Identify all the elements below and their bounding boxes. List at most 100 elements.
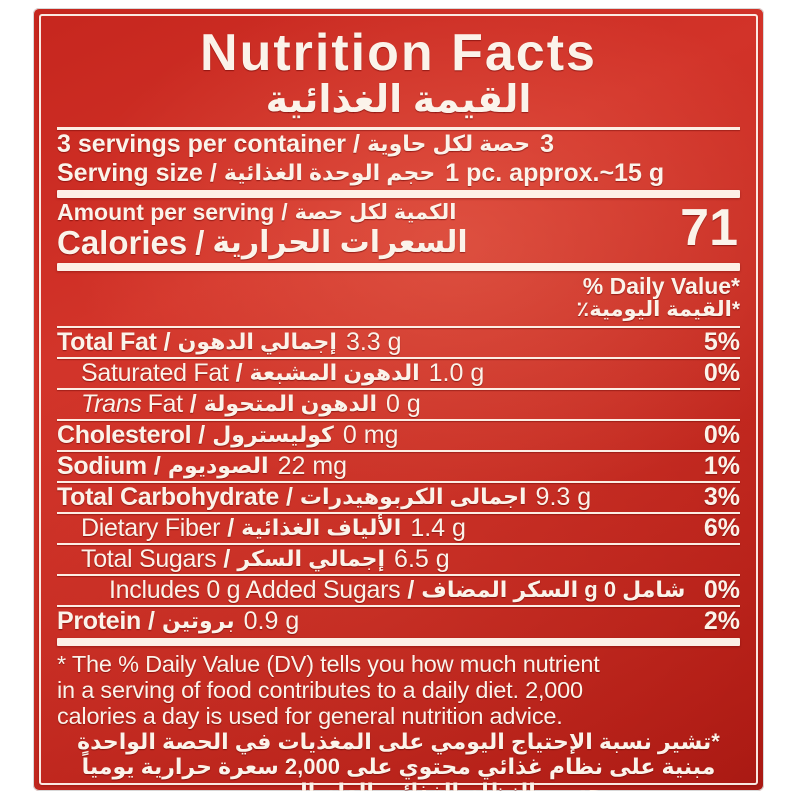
nutrient-amount: 0.9 g xyxy=(243,606,300,635)
nutrient-daily-value: 3% xyxy=(703,482,740,511)
divider xyxy=(57,356,740,359)
nutrient-amount: 0 g xyxy=(385,389,421,418)
nutrition-facts-label: Nutrition Facts القيمة الغذائية 3 servin… xyxy=(33,8,764,791)
nutrient-amount: 1.4 g xyxy=(410,513,466,542)
nutrient-name-en: Sodium xyxy=(57,451,147,480)
nutrient-name-en: Total Sugars xyxy=(81,544,217,573)
nutrient-row-total-fat: Total Fat / إجمالي الدهون 3.3 g 5% xyxy=(57,328,740,357)
separator: / xyxy=(189,389,197,418)
nutrient-name-en: Total Carbohydrate xyxy=(57,482,279,511)
servings-label-en: 3 servings per container xyxy=(57,129,347,158)
daily-value-header-ar: ٪القيمة اليومية* xyxy=(576,297,740,321)
footnote-ar-line: حسب النظام الغذائي العام الموصى به. xyxy=(57,779,740,791)
nutrient-daily-value: 0% xyxy=(703,358,740,387)
nutrient-amount: 9.3 g xyxy=(535,482,592,511)
serving-size-row: Serving size / حجم الوحدة الغذائية 1 pc.… xyxy=(57,159,740,188)
nutrient-row-total-carbohydrate: Total Carbohydrate / اجمالى الكربوهيدرات… xyxy=(57,483,740,512)
separator: / xyxy=(195,223,205,261)
nutrient-name-en: Cholesterol xyxy=(57,420,192,449)
nutrient-row-dietary-fiber: Dietary Fiber / الألياف الغذائية 1.4 g 6… xyxy=(57,514,740,543)
separator: / xyxy=(148,606,155,635)
servings-value: 3 xyxy=(540,129,555,158)
thick-divider xyxy=(57,262,740,271)
nutrient-name-ar: إجمالي السكر xyxy=(237,546,386,572)
nutrient-daily-value: 2% xyxy=(703,606,740,635)
separator: / xyxy=(227,513,235,542)
nutrient-name-en: Fat xyxy=(147,389,184,418)
calories-value: 71 xyxy=(680,198,738,257)
nutrient-row-cholesterol: Cholesterol / كوليسترول 0 mg 0% xyxy=(57,421,740,450)
footnote-ar-line: مبنية على نظام غذائي محتوي على 2,000 سعر… xyxy=(81,753,716,779)
nutrient-name-ar: كوليسترول xyxy=(212,422,334,448)
divider xyxy=(57,418,740,421)
label-title-en: Nutrition Facts xyxy=(200,24,597,82)
amount-per-serving-en: Amount per serving xyxy=(57,199,275,226)
nutrient-name-en: Total Fat xyxy=(57,327,157,356)
divider xyxy=(57,126,740,130)
nutrient-name-ar: الألياف الغذائية xyxy=(241,515,402,541)
nutrient-name-en: Saturated Fat xyxy=(81,358,229,387)
nutrient-row-protein: Protein / بروتين 0.9 g 2% xyxy=(57,607,740,636)
nutrient-name-ar: بروتين xyxy=(161,608,235,634)
amount-per-serving-ar: الكمية لكل حصة xyxy=(294,201,457,225)
footnote-ar-line: *تشير نسبة الإحتياج اليومي على المغذيات … xyxy=(77,728,720,754)
nutrient-daily-value: 0% xyxy=(703,575,740,604)
nutrient-name-ar: إجمالي الدهون xyxy=(177,329,337,355)
divider xyxy=(57,480,740,483)
separator: / xyxy=(353,129,360,158)
nutrient-name-en: Dietary Fiber xyxy=(81,513,221,542)
nutrient-name-ar: الدهون المشبعة xyxy=(249,360,420,386)
nutrient-row-saturated-fat: Saturated Fat / الدهون المشبعة 1.0 g 0% xyxy=(57,359,740,388)
footnote-en-line: in a serving of food contributes to a da… xyxy=(57,676,583,703)
nutrient-amount: 0 mg xyxy=(342,420,399,449)
footnote-en-line: calories a day is used for general nutri… xyxy=(57,702,563,729)
daily-value-header: % Daily Value* ٪القيمة اليومية* xyxy=(57,271,740,326)
nutrient-row-sodium: Sodium / الصوديوم 22 mg 1% xyxy=(57,452,740,481)
nutrient-name-ar: الصوديوم xyxy=(167,453,269,479)
servings-label-ar: حصة لكل حاوية xyxy=(366,131,531,157)
serving-size-value: 1 pc. approx.~15 g xyxy=(445,158,665,187)
nutrient-name-ar: شامل 0 g السكر المضاف xyxy=(421,577,686,603)
nutrient-amount: 22 mg xyxy=(277,451,348,480)
thick-divider xyxy=(57,189,740,198)
nutrient-amount: 1.0 g xyxy=(428,358,485,387)
separator: / xyxy=(407,575,415,604)
nutrient-name-en: Includes 0 g Added Sugars xyxy=(109,575,401,604)
nutrient-daily-value: 6% xyxy=(703,513,740,542)
calories-block: Amount per serving / الكمية لكل حصة Calo… xyxy=(57,198,740,261)
separator: / xyxy=(281,199,288,226)
nutrient-daily-value: 5% xyxy=(703,327,740,356)
separator: / xyxy=(198,420,206,449)
nutrient-row-added-sugars: Includes 0 g Added Sugars / شامل 0 g الس… xyxy=(57,576,740,605)
daily-value-header-en: % Daily Value* xyxy=(582,272,740,299)
separator: / xyxy=(235,358,243,387)
separator: / xyxy=(285,482,293,511)
separator: / xyxy=(153,451,161,480)
serving-size-label-en: Serving size xyxy=(57,158,203,187)
nutrient-name-ar: الدهون المتحولة xyxy=(203,391,377,417)
nutrient-daily-value: 0% xyxy=(703,420,740,449)
footnote: * The % Daily Value (DV) tells you how m… xyxy=(57,651,740,791)
serving-size-label-ar: حجم الوحدة الغذائية xyxy=(223,160,436,186)
nutrient-amount: 3.3 g xyxy=(345,327,402,356)
nutrient-name-en-italic: Trans xyxy=(81,389,142,418)
calories-label-ar: السعرات الحرارية xyxy=(212,226,468,260)
label-title-ar: القيمة الغذائية xyxy=(265,79,532,122)
nutrient-amount: 6.5 g xyxy=(394,544,450,573)
divider xyxy=(57,604,740,607)
nutrient-name-ar: اجمالى الكربوهيدرات xyxy=(299,484,527,510)
footnote-en-line: * The % Daily Value (DV) tells you how m… xyxy=(57,650,600,677)
nutrient-row-total-sugars: Total Sugars / إجمالي السكر 6.5 g xyxy=(57,545,740,574)
divider xyxy=(57,511,740,514)
divider xyxy=(57,449,740,452)
thick-divider xyxy=(57,637,740,646)
calories-label-en: Calories xyxy=(57,223,188,261)
divider xyxy=(57,573,740,576)
divider xyxy=(57,387,740,390)
nutrient-row-trans-fat: Trans Fat / الدهون المتحولة 0 g xyxy=(57,390,740,419)
separator: / xyxy=(223,544,231,573)
divider xyxy=(57,542,740,545)
servings-per-container-row: 3 servings per container / حصة لكل حاوية… xyxy=(57,130,740,159)
nutrient-daily-value: 1% xyxy=(703,451,740,480)
